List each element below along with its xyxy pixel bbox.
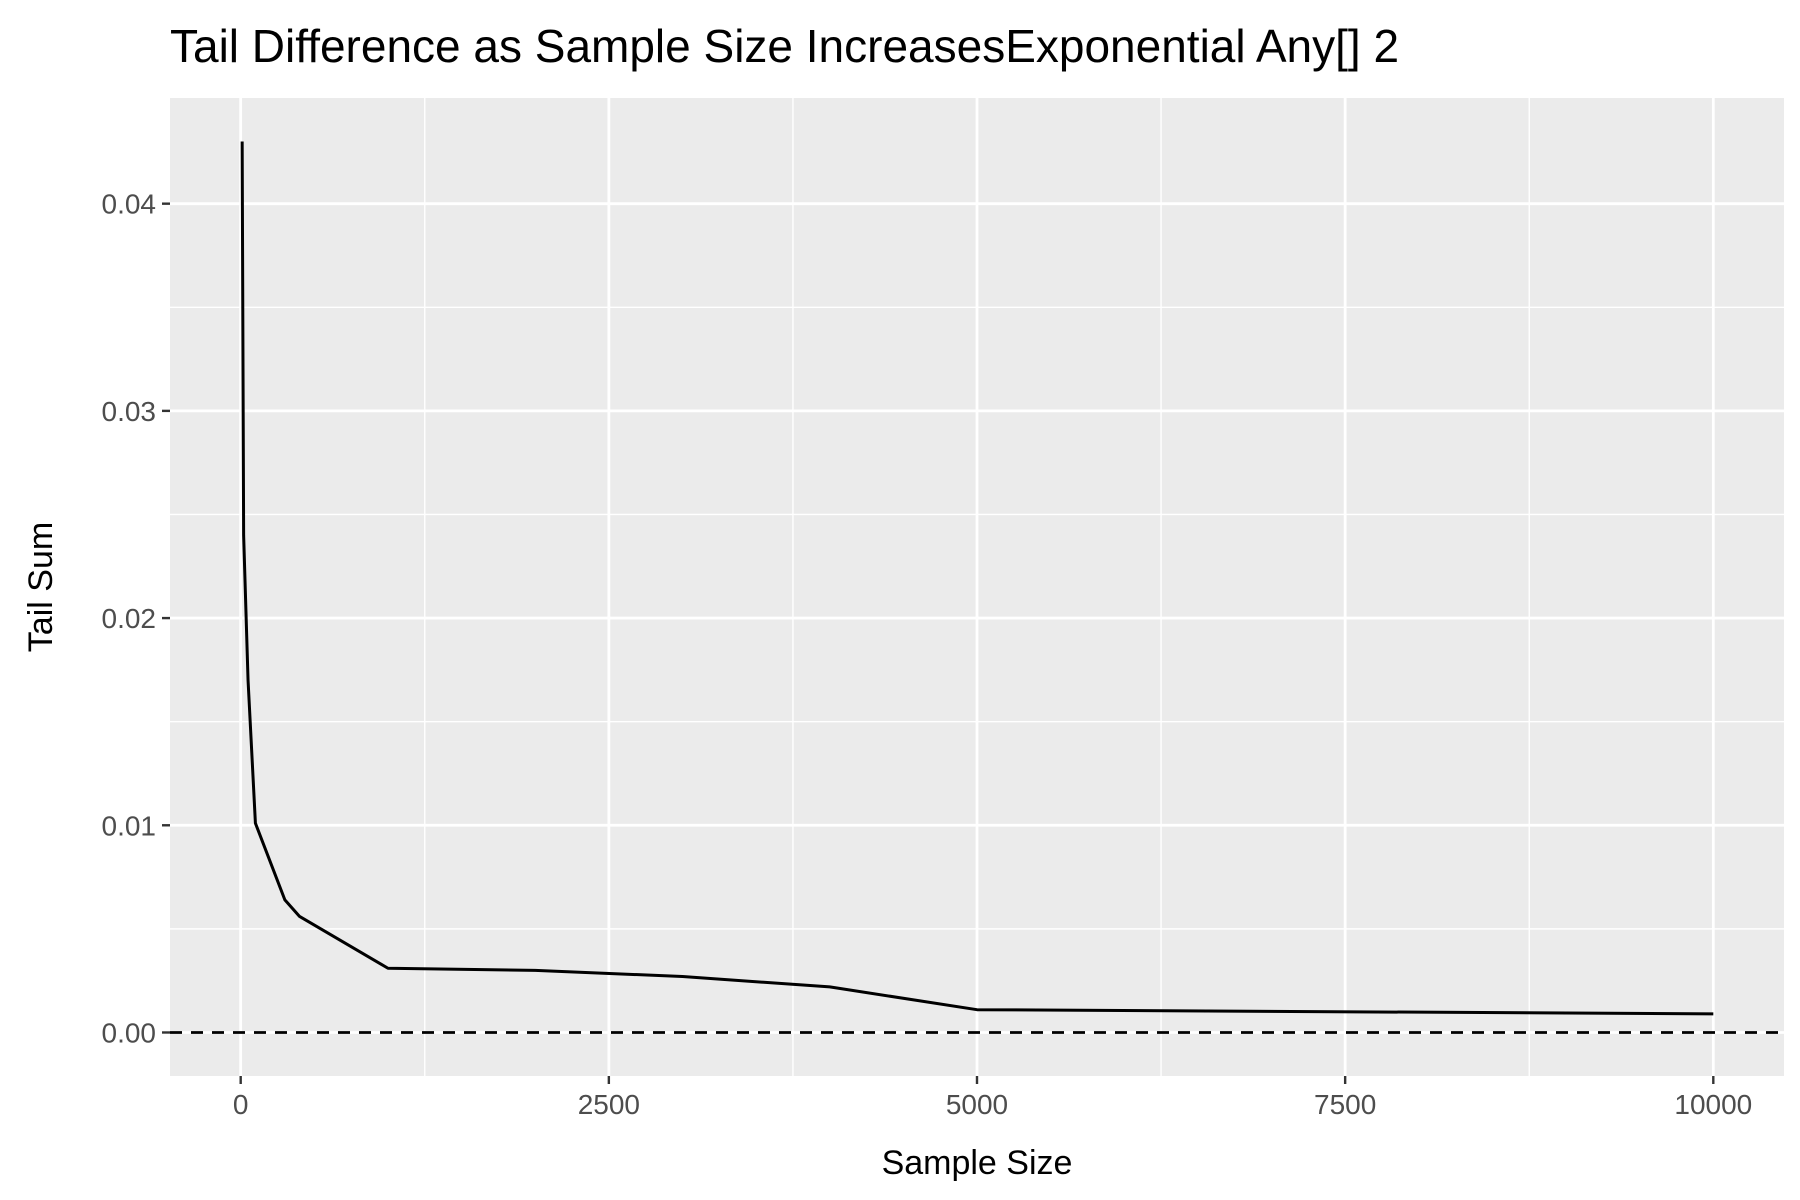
x-tick-label: 7500: [1314, 1089, 1376, 1120]
y-axis-title: Tail Sum: [22, 522, 60, 652]
y-tick-label: 0.04: [102, 189, 157, 220]
y-axis: 0.00 0.01 0.02 0.03 0.04: [102, 189, 170, 1048]
x-axis: 0 2500 5000 7500 10000: [233, 1076, 1752, 1120]
chart-title: Tail Difference as Sample Size Increases…: [170, 20, 1399, 72]
y-tick-label: 0.01: [102, 810, 157, 841]
x-tick-label: 5000: [946, 1089, 1008, 1120]
x-tick-label: 0: [233, 1089, 249, 1120]
data-series: [240, 141, 1714, 1016]
y-tick-label: 0.00: [102, 1017, 157, 1048]
y-tick-label: 0.03: [102, 396, 157, 427]
series-line: [240, 141, 1714, 1016]
x-tick-label: 10000: [1674, 1089, 1752, 1120]
y-tick-label: 0.02: [102, 603, 157, 634]
x-tick-label: 2500: [578, 1089, 640, 1120]
x-axis-title: Sample Size: [882, 1144, 1073, 1182]
